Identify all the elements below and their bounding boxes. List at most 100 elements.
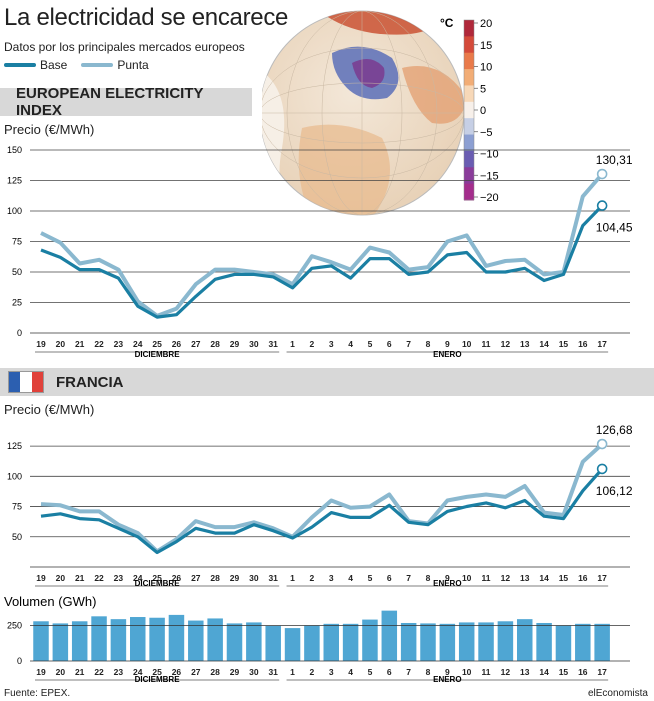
vol-bar: [381, 610, 398, 661]
colorbar-segment: [464, 52, 474, 70]
fr-x-tick-label: 17: [597, 573, 607, 583]
vol-x-tick-label: 21: [75, 667, 85, 677]
colorbar-segment: [464, 183, 474, 201]
fr-x-tick-label: 5: [368, 573, 373, 583]
section-title-francia: FRANCIA: [56, 373, 124, 391]
eei-x-tick-label: 31: [268, 339, 278, 349]
eei-x-tick-label: 4: [348, 339, 353, 349]
page-subtitle: Datos por los principales mercados europ…: [4, 40, 245, 54]
vol-bar: [575, 623, 591, 661]
legend-swatch-base: [4, 63, 36, 67]
eei-end-marker-punta: [596, 168, 608, 180]
vol-x-tick-label: 17: [597, 667, 607, 677]
colorbar-tick-label: −10: [480, 149, 499, 161]
vol-x-tick-label: 3: [329, 667, 334, 677]
footer-brand: elEconomista: [587, 688, 648, 699]
vol-bar: [265, 625, 281, 661]
fr-x-tick-label: 21: [75, 573, 85, 583]
vol-x-tick-label: 11: [482, 667, 491, 677]
vol-bar: [110, 619, 127, 661]
eei-month-label-ene: ENERO: [433, 350, 461, 359]
fr-y-tick-label: 100: [7, 471, 22, 481]
eei-x-tick-label: 3: [329, 339, 334, 349]
eei-x-tick-label: 12: [501, 339, 511, 349]
fr-x-tick-label: 25: [152, 573, 162, 583]
vol-x-tick-label: 27: [191, 667, 201, 677]
eei-x-tick-label: 14: [539, 339, 549, 349]
eei-x-tick-label: 27: [191, 339, 201, 349]
section-header-francia: FRANCIA: [0, 368, 654, 396]
fr-series-line-punta: [40, 442, 604, 554]
fr-x-tick-label: 29: [230, 573, 240, 583]
vol-x-tick-label: 14: [539, 667, 549, 677]
colorbar-tick-label: −5: [480, 127, 493, 139]
eei-x-tick-label: 28: [210, 339, 220, 349]
fr-x-tick-label: 12: [501, 573, 511, 583]
colorbar-segment: [464, 85, 474, 103]
colorbar-segment: [464, 134, 474, 152]
vol-bar: [130, 617, 146, 661]
fr-annotation-punta: 126,68: [596, 423, 633, 437]
vol-x-tick-label: 4: [348, 667, 353, 677]
vol-bar: [517, 619, 533, 661]
vol-x-tick-label: 20: [56, 667, 66, 677]
vol-x-tick-label: 26: [172, 667, 182, 677]
section-title-eei: EUROPEAN ELECTRICITY INDEX: [16, 85, 204, 119]
vol-bar: [342, 623, 359, 661]
eei-end-marker-base: [596, 200, 608, 211]
vol-bar: [497, 621, 514, 661]
globe-warm-africa: [298, 124, 390, 215]
fr-x-tick-label: 7: [406, 573, 411, 583]
fr-x-tick-label: 22: [94, 573, 104, 583]
colorbar-segment: [464, 150, 474, 168]
eei-x-tick-label: 29: [230, 339, 240, 349]
fr-y-tick-label: 50: [12, 532, 22, 542]
vol-bar: [323, 623, 339, 661]
vol-bar: [362, 619, 378, 661]
colorbar-segment: [464, 118, 474, 136]
fr-x-tick-label: 8: [426, 573, 431, 583]
vol-x-tick-label: 13: [520, 667, 530, 677]
vol-bar: [536, 622, 552, 661]
colorbar-segment: [464, 69, 474, 86]
vol-x-tick-label: 12: [501, 667, 511, 677]
fr-month-label-ene: ENERO: [433, 579, 461, 588]
fr-x-tick-label: 24: [133, 573, 143, 583]
vol-x-tick-label: 5: [368, 667, 373, 677]
globe-gridlines: [262, 11, 464, 215]
fr-x-tick-label: 11: [482, 573, 491, 583]
vol-bar: [420, 623, 436, 661]
fr-annotation-base: 106,12: [596, 484, 633, 498]
colorbar-tick-label: 10: [480, 62, 492, 74]
fr-x-tick-label: 16: [578, 573, 588, 583]
vol-bar: [458, 622, 475, 661]
vol-x-tick-label: 7: [406, 667, 411, 677]
colorbar-segment: [464, 101, 474, 119]
vol-bar: [91, 616, 107, 661]
vol-y-axis-title: Volumen (GWh): [4, 594, 96, 609]
eei-series-line-punta: [40, 172, 604, 318]
vol-x-tick-label: 9: [445, 667, 450, 677]
fr-end-marker-punta: [596, 438, 608, 450]
eei-y-tick-label: 125: [7, 176, 22, 186]
vol-x-tick-label: 10: [462, 667, 472, 677]
eei-series-line-base: [40, 204, 604, 319]
vol-bar: [52, 623, 69, 661]
vol-x-tick-label: 25: [152, 667, 162, 677]
vol-bar: [149, 617, 165, 661]
eei-x-tick-label: 17: [597, 339, 607, 349]
colorbar-tick-label: 20: [480, 18, 492, 30]
legend-label-punta: Punta: [117, 58, 149, 72]
page-title: La electricidad se encarece: [4, 4, 289, 31]
vol-bar: [226, 623, 243, 661]
vol-x-tick-label: 8: [426, 667, 431, 677]
fr-x-tick-label: 23: [114, 573, 124, 583]
eei-x-tick-label: 11: [482, 339, 491, 349]
fr-x-tick-label: 20: [56, 573, 66, 583]
vol-x-tick-label: 30: [249, 667, 259, 677]
eei-x-tick-label: 25: [152, 339, 162, 349]
eei-y-tick-label: 150: [7, 145, 22, 155]
eei-x-tick-label: 30: [249, 339, 259, 349]
vol-bar: [439, 623, 456, 661]
